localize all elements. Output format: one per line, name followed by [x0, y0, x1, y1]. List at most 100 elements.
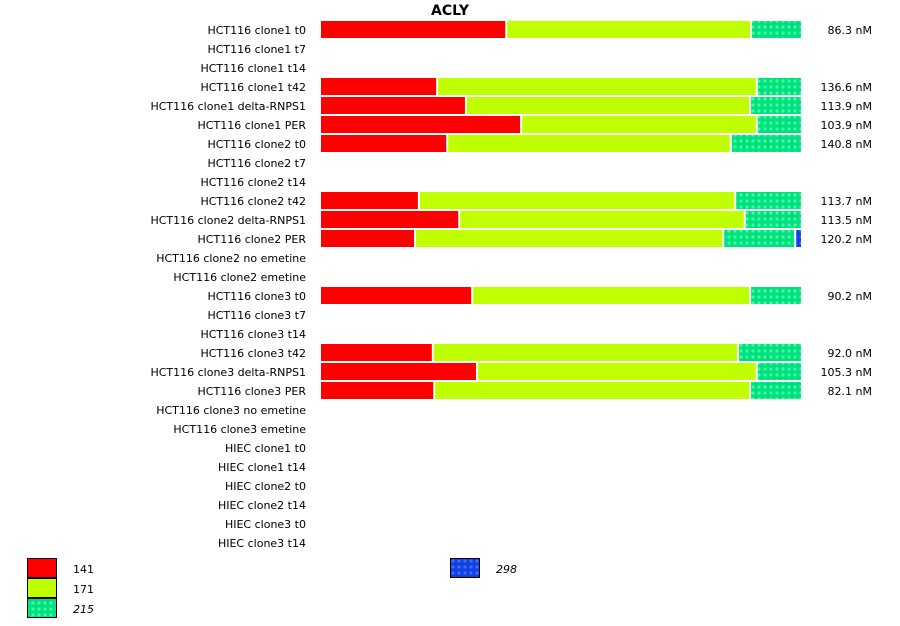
total-label: 103.9 nM: [821, 119, 872, 132]
legend-item-171: 171: [27, 578, 94, 598]
bar-segment-141: [321, 211, 459, 228]
total-label: 113.7 nM: [821, 195, 872, 208]
bar-segment-141: [321, 116, 521, 133]
bar-segment-141: [321, 78, 437, 95]
bar-segment-141: [321, 382, 434, 399]
bar-segment-171: [466, 97, 750, 114]
total-label: 120.2 nM: [821, 233, 872, 246]
category-label: HCT116 clone3 emetine: [173, 423, 306, 436]
total-label: 86.3 nM: [828, 24, 872, 37]
legend-label: 215: [73, 603, 94, 616]
bar-segment-171: [435, 382, 750, 399]
bar-row: HCT116 clone3 delta-RNPS1 105.3 nM: [150, 363, 872, 380]
category-label: HCT116 clone2 t7: [207, 157, 306, 170]
bar-row: HCT116 clone3 t7: [207, 309, 306, 322]
bar-row: HCT116 clone3 t0 90.2 nM: [207, 287, 872, 304]
category-label: HCT116 clone3 delta-RNPS1: [150, 366, 306, 379]
bar-segment-141: [321, 344, 432, 361]
bar-segment-171: [473, 287, 750, 304]
category-label: HCT116 clone2 delta-RNPS1: [150, 214, 306, 227]
legend-swatch: [450, 558, 480, 578]
category-label: HCT116 clone2 t42: [200, 195, 306, 208]
legend-label: 171: [73, 583, 94, 596]
bar-segment-141: [321, 363, 476, 380]
bar-segment-215: [757, 78, 801, 95]
bar-segment-215: [731, 135, 801, 152]
bar-row: HIEC clone3 t14: [218, 537, 306, 550]
legend-label: 141: [73, 563, 94, 576]
chart-title: ACLY: [431, 3, 470, 19]
bar-segment-171: [460, 211, 744, 228]
bar-row: HCT116 clone1 t42 136.6 nM: [200, 78, 872, 95]
legend-item-215: 215: [27, 598, 94, 618]
bar-row: HCT116 clone1 t0 86.3 nM: [207, 21, 872, 38]
bar-segment-215: [751, 97, 801, 114]
legend-swatch: [27, 598, 57, 618]
bar-segment-171: [419, 192, 735, 209]
bar-row: HCT116 clone3 no emetine: [156, 404, 306, 417]
total-label: 140.8 nM: [821, 138, 872, 151]
bar-segment-141: [321, 287, 472, 304]
bar-row: HCT116 clone2 t7: [207, 157, 306, 170]
bar-row: HIEC clone2 t14: [218, 499, 306, 512]
bar-row: HCT116 clone2 t42 113.7 nM: [200, 192, 872, 209]
bar-segment-171: [438, 78, 756, 95]
category-label: HCT116 clone3 t0: [207, 290, 306, 303]
bar-row: HCT116 clone1 delta-RNPS1 113.9 nM: [150, 97, 872, 114]
category-label: HCT116 clone1 t42: [200, 81, 306, 94]
bar-segment-298: [796, 230, 801, 247]
category-label: HIEC clone2 t0: [225, 480, 306, 493]
bar-segment-171: [507, 21, 751, 38]
category-label: HIEC clone3 t0: [225, 518, 306, 531]
bar-rows: HCT116 clone1 t0 86.3 nM HCT116 clone1 t7 H…: [150, 21, 872, 550]
bar-row: HCT116 clone3 t42 92.0 nM: [200, 344, 872, 361]
bar-segment-215: [736, 192, 801, 209]
bar-segment-141: [321, 97, 465, 114]
bar-row: HCT116 clone1 t7: [207, 43, 306, 56]
legend: 141 171 215 298: [27, 558, 517, 618]
total-label: 82.1 nM: [828, 385, 872, 398]
total-label: 136.6 nM: [821, 81, 872, 94]
total-label: 113.9 nM: [821, 100, 872, 113]
bar-row: HCT116 clone2 PER 120.2 nM: [198, 230, 872, 247]
legend-swatch: [27, 578, 57, 598]
bar-row: HCT116 clone3 emetine: [173, 423, 306, 436]
bar-segment-215: [745, 211, 801, 228]
category-label: HCT116 clone2 t0: [207, 138, 306, 151]
category-label: HCT116 clone3 t14: [200, 328, 306, 341]
category-label: HCT116 clone1 PER: [198, 119, 307, 132]
bar-row: HIEC clone2 t0: [225, 480, 306, 493]
bar-row: HIEC clone1 t0: [225, 442, 306, 455]
bar-row: HCT116 clone2 t0 140.8 nM: [207, 135, 872, 152]
bar-row: HCT116 clone3 t14: [200, 328, 306, 341]
total-label: 92.0 nM: [828, 347, 872, 360]
legend-swatch: [27, 558, 57, 578]
bar-row: HCT116 clone2 delta-RNPS1 113.5 nM: [150, 211, 872, 228]
bar-row: HCT116 clone2 no emetine: [156, 252, 306, 265]
bar-segment-215: [757, 116, 801, 133]
bar-row: HCT116 clone2 t14: [200, 176, 306, 189]
bar-row: HCT116 clone1 PER 103.9 nM: [198, 116, 872, 133]
bar-segment-141: [321, 21, 506, 38]
category-label: HCT116 clone2 emetine: [173, 271, 306, 284]
legend-label: 298: [496, 563, 517, 576]
category-label: HCT116 clone3 no emetine: [156, 404, 306, 417]
category-label: HCT116 clone3 t7: [207, 309, 306, 322]
category-label: HIEC clone2 t14: [218, 499, 306, 512]
category-label: HCT116 clone2 PER: [198, 233, 307, 246]
bar-segment-141: [321, 135, 447, 152]
legend-item-298: 298: [450, 558, 517, 578]
category-label: HCT116 clone2 t14: [200, 176, 306, 189]
category-label: HIEC clone1 t14: [218, 461, 306, 474]
category-label: HCT116 clone3 PER: [198, 385, 307, 398]
bar-row: HIEC clone3 t0: [225, 518, 306, 531]
bar-segment-215: [752, 21, 801, 38]
total-label: 105.3 nM: [821, 366, 872, 379]
bar-segment-215: [751, 382, 801, 399]
bar-segment-215: [724, 230, 795, 247]
bar-segment-141: [321, 230, 415, 247]
category-label: HCT116 clone1 t14: [200, 62, 306, 75]
bar-row: HCT116 clone3 PER 82.1 nM: [198, 382, 872, 399]
bar-segment-171: [477, 363, 756, 380]
